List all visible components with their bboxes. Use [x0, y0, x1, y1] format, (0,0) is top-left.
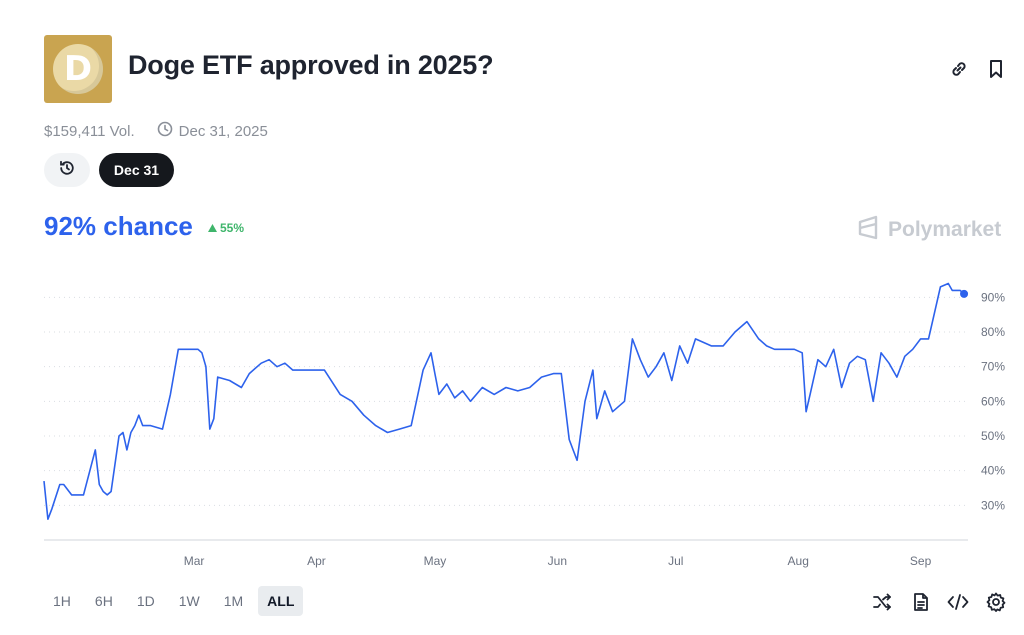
market-title: Doge ETF approved in 2025?	[128, 50, 494, 80]
range-button-1m[interactable]: 1M	[223, 593, 244, 609]
polymarket-logo-icon	[856, 214, 880, 246]
last-point-marker	[960, 289, 969, 298]
chance-readout: 92% chance	[44, 211, 193, 242]
y-tick-label: 80%	[981, 325, 1005, 339]
chance-word: chance	[103, 211, 193, 241]
range-button-1h[interactable]: 1H	[53, 593, 71, 609]
chance-value: 92%	[44, 211, 97, 241]
range-button-1d[interactable]: 1D	[136, 593, 155, 609]
y-tick-label: 50%	[981, 429, 1005, 443]
volume-text: $159,411 Vol.	[44, 122, 135, 140]
link-icon[interactable]	[948, 58, 970, 80]
range-button-all[interactable]: ALL	[258, 586, 304, 616]
embed-code-icon[interactable]	[947, 591, 969, 613]
market-logo: D	[44, 35, 112, 103]
market-meta: $159,411 Vol. Dec 31, 2025	[44, 121, 268, 141]
bookmark-icon[interactable]	[985, 58, 1007, 80]
x-tick-label: Sep	[910, 554, 932, 568]
doge-coin-icon: D	[53, 44, 103, 94]
change-value: 55%	[220, 221, 245, 235]
time-range-selector: 1H 6H 1D 1W 1M ALL	[44, 586, 304, 616]
brand-name: Polymarket	[888, 218, 1002, 241]
y-tick-label: 90%	[981, 290, 1005, 304]
date-filter-pill[interactable]: Dec 31	[99, 153, 174, 187]
x-tick-label: Mar	[184, 554, 205, 568]
settings-icon[interactable]	[985, 591, 1007, 613]
shuffle-icon[interactable]	[871, 591, 893, 613]
history-icon	[58, 159, 76, 182]
range-button-1w[interactable]: 1W	[178, 593, 200, 609]
change-badge: 55%	[208, 221, 244, 235]
x-tick-label: Apr	[307, 554, 326, 568]
y-tick-label: 70%	[981, 360, 1005, 374]
x-tick-label: Jun	[548, 554, 567, 568]
x-tick-label: May	[424, 554, 447, 568]
x-tick-label: Aug	[788, 554, 809, 568]
document-icon[interactable]	[910, 591, 932, 613]
y-tick-label: 40%	[981, 464, 1005, 478]
up-triangle-icon	[208, 221, 217, 235]
polymarket-watermark: Polymarket	[856, 214, 1001, 246]
range-button-6h[interactable]: 6H	[94, 593, 113, 609]
end-date-text: Dec 31, 2025	[178, 122, 268, 140]
clock-icon	[157, 121, 173, 141]
history-toggle-button[interactable]	[44, 153, 90, 187]
y-tick-label: 30%	[981, 498, 1005, 512]
probability-chart: 30% 40% 50% 60% 70% 80% 90% Mar Apr May Jun Jul Aug S…	[43, 282, 1005, 568]
y-tick-label: 60%	[981, 394, 1005, 408]
x-tick-label: Jul	[668, 554, 683, 568]
series-line	[43, 282, 965, 520]
